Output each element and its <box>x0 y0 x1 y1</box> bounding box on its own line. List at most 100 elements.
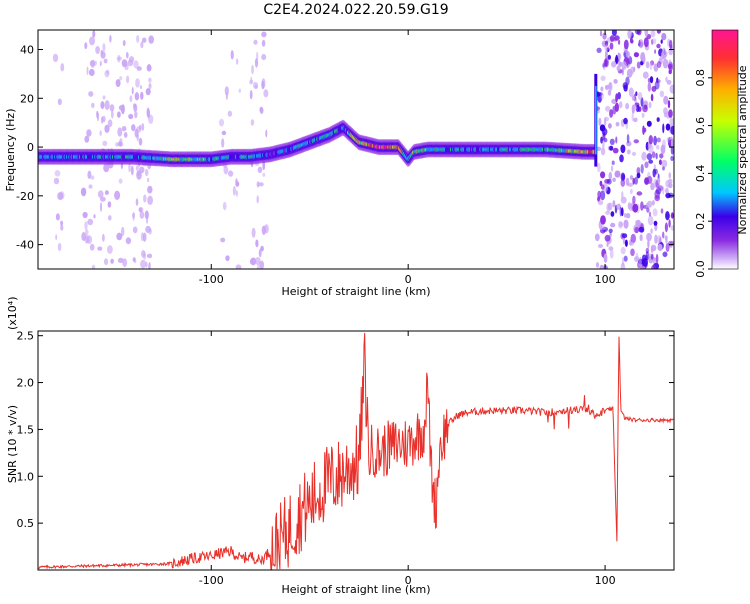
speckle <box>259 260 265 269</box>
speckle <box>643 37 649 48</box>
speckle <box>668 172 672 179</box>
speckle <box>52 53 59 63</box>
speckle <box>617 92 621 100</box>
speckle <box>225 92 228 100</box>
speckle <box>623 117 628 125</box>
colorbar: 0.0 0.2 0.4 0.6 0.8 Normalized spectral ampl… <box>694 29 749 278</box>
speckle <box>57 242 62 252</box>
speckle <box>600 86 604 92</box>
speckle <box>91 264 96 269</box>
speckle <box>652 200 655 206</box>
speckle <box>665 123 671 131</box>
speckle <box>605 105 611 112</box>
speckle <box>612 105 617 115</box>
speckle <box>86 235 93 244</box>
speckle <box>621 191 624 199</box>
speckle <box>117 127 123 137</box>
speckle <box>597 200 604 206</box>
speckle <box>632 104 637 111</box>
speckle <box>146 217 149 224</box>
speckle <box>89 36 95 46</box>
speckle <box>665 211 670 221</box>
speckle <box>263 89 269 98</box>
speckle <box>656 235 662 244</box>
speckle <box>90 59 96 68</box>
y-tick-label: 0.5 <box>17 517 35 530</box>
y-tick-label: 1.0 <box>17 470 35 483</box>
speckle <box>265 129 268 138</box>
speckle <box>611 61 617 68</box>
speckle <box>128 113 134 120</box>
speckle <box>595 262 600 268</box>
speckle <box>642 125 645 135</box>
speckle <box>629 175 634 180</box>
speckle <box>115 79 121 88</box>
speckle <box>256 181 260 188</box>
speckle <box>225 255 230 262</box>
speckle <box>630 39 634 44</box>
speckle <box>54 170 61 177</box>
speckle <box>648 211 652 217</box>
speckle <box>615 121 620 127</box>
speckle <box>650 182 655 191</box>
speckle <box>623 255 628 262</box>
spectrogram-body <box>38 30 674 269</box>
speckle <box>668 63 672 70</box>
speckle <box>119 76 123 81</box>
speckle <box>86 129 92 137</box>
colorbar-label: Normalized spectral amplitude <box>736 65 749 234</box>
speckle <box>123 132 128 138</box>
speckle <box>600 215 606 225</box>
speckle <box>109 35 112 43</box>
speckle <box>605 210 611 215</box>
speckle <box>664 222 669 233</box>
speckle <box>662 123 665 134</box>
speckle <box>250 76 253 85</box>
speckle <box>259 106 264 113</box>
speckle <box>656 61 662 68</box>
speckle <box>111 109 114 119</box>
speckle <box>648 135 653 145</box>
speckle <box>100 196 106 202</box>
speckle <box>118 105 125 111</box>
speckle <box>652 208 658 217</box>
speckle <box>87 170 92 179</box>
speckle <box>87 218 94 226</box>
speckle <box>135 165 139 172</box>
speckle <box>59 191 65 200</box>
speckle <box>138 137 143 146</box>
spectrogram-axes: -100 0 100 -40 -20 0 20 40 <box>16 30 674 286</box>
speckle <box>612 177 616 182</box>
speckle <box>84 221 88 231</box>
speckle <box>609 145 614 151</box>
speckle <box>662 139 666 150</box>
speckle <box>251 64 254 75</box>
speckle <box>148 77 152 83</box>
speckle <box>600 225 606 231</box>
speckle <box>110 258 114 264</box>
speckle <box>103 163 110 173</box>
speckle <box>655 253 659 264</box>
speckle <box>635 219 641 226</box>
speckle <box>104 258 108 266</box>
speckle <box>614 35 620 41</box>
speckle <box>659 153 664 159</box>
y-tick-label: -20 <box>16 190 34 203</box>
speckle <box>125 51 129 59</box>
speckle <box>642 258 648 267</box>
speckle <box>623 219 629 229</box>
speckle <box>634 226 639 234</box>
ridge-spike-core <box>595 86 597 155</box>
speckle <box>657 243 663 252</box>
speckle <box>129 95 133 103</box>
speckle <box>97 246 103 251</box>
speckle <box>600 184 605 190</box>
speckle <box>128 162 131 173</box>
figure-title: C2E4.2024.022.20.59.G19 <box>263 2 448 18</box>
speckle <box>645 202 650 210</box>
speckle <box>641 151 647 161</box>
speckle <box>671 212 674 219</box>
colorbar-tick-label: 0.0 <box>694 260 707 278</box>
speckle <box>609 109 614 118</box>
